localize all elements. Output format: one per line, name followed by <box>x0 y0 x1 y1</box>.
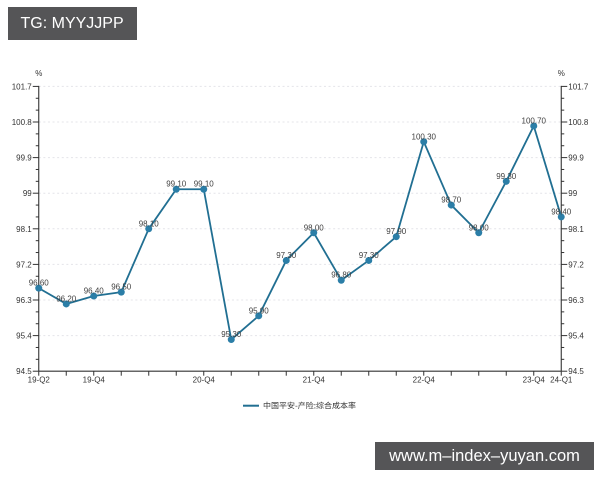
svg-text:99.10: 99.10 <box>166 180 187 189</box>
svg-text:95.90: 95.90 <box>249 306 270 315</box>
svg-text:94.5: 94.5 <box>568 367 584 376</box>
svg-text:99.10: 99.10 <box>194 180 215 189</box>
svg-text:19-Q2: 19-Q2 <box>28 376 51 385</box>
svg-text:100.8: 100.8 <box>12 118 33 127</box>
svg-text:96.40: 96.40 <box>84 287 105 296</box>
svg-text:20-Q4: 20-Q4 <box>193 376 216 385</box>
svg-text:95.4: 95.4 <box>568 332 584 341</box>
svg-text:96.3: 96.3 <box>568 296 584 305</box>
svg-text:100.30: 100.30 <box>412 132 437 141</box>
svg-text:%: % <box>35 69 42 78</box>
svg-text:99.9: 99.9 <box>16 154 32 163</box>
svg-text:99: 99 <box>568 189 577 198</box>
svg-text:101.7: 101.7 <box>568 82 589 91</box>
svg-text:98.1: 98.1 <box>16 225 32 234</box>
svg-text:100.8: 100.8 <box>568 118 589 127</box>
svg-text:98.70: 98.70 <box>441 196 462 205</box>
svg-text:96.3: 96.3 <box>16 296 32 305</box>
svg-text:99.9: 99.9 <box>568 154 584 163</box>
svg-text:98.1: 98.1 <box>568 225 584 234</box>
svg-text:96.60: 96.60 <box>29 279 50 288</box>
svg-text:96.50: 96.50 <box>111 283 132 292</box>
svg-text:22-Q4: 22-Q4 <box>413 376 436 385</box>
svg-text:96.80: 96.80 <box>331 271 352 280</box>
svg-text:%: % <box>558 69 565 78</box>
svg-text:95.30: 95.30 <box>221 330 242 339</box>
svg-text:97.30: 97.30 <box>276 251 297 260</box>
svg-text:97.2: 97.2 <box>568 260 584 269</box>
svg-text:95.4: 95.4 <box>16 332 32 341</box>
svg-text:23-Q4: 23-Q4 <box>523 376 546 385</box>
svg-text:97.90: 97.90 <box>386 227 407 236</box>
svg-text:98.40: 98.40 <box>551 207 572 216</box>
svg-text:98.10: 98.10 <box>139 219 160 228</box>
svg-text:99: 99 <box>23 189 32 198</box>
svg-text:99.30: 99.30 <box>496 172 517 181</box>
svg-text:19-Q4: 19-Q4 <box>83 376 106 385</box>
svg-text:98.00: 98.00 <box>469 223 490 232</box>
svg-text:96.20: 96.20 <box>56 294 77 303</box>
svg-text:100.70: 100.70 <box>522 116 547 125</box>
svg-text:97.30: 97.30 <box>359 251 380 260</box>
svg-text:21-Q4: 21-Q4 <box>303 376 326 385</box>
svg-text:97.2: 97.2 <box>16 260 32 269</box>
svg-text:101.7: 101.7 <box>12 82 33 91</box>
svg-text:94.5: 94.5 <box>16 367 32 376</box>
svg-text:98.00: 98.00 <box>304 223 325 232</box>
svg-text:24-Q1: 24-Q1 <box>550 376 573 385</box>
